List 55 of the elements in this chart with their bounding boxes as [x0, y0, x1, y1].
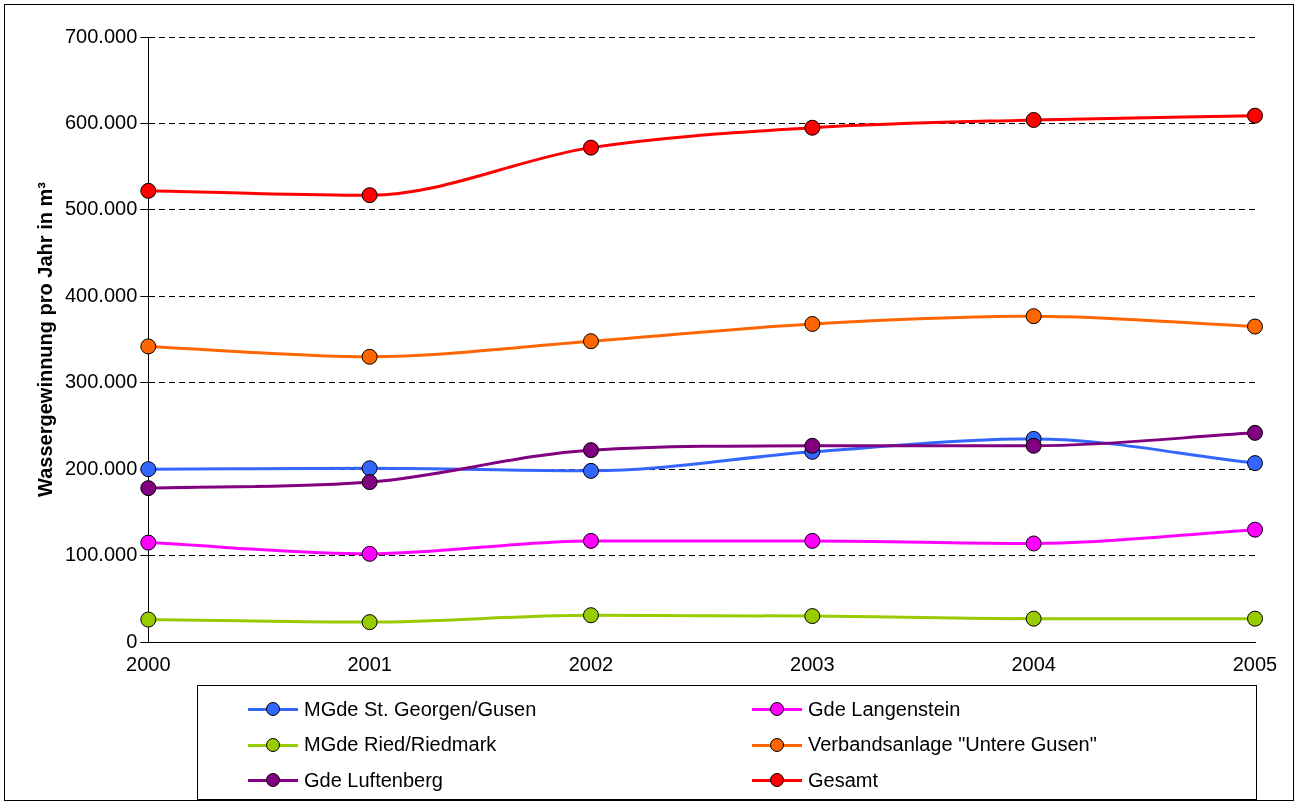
legend-label: Gesamt — [808, 768, 879, 792]
point — [804, 315, 821, 332]
y-tick-label: 600.000 — [65, 110, 138, 133]
x-tick-label: 2000 — [126, 652, 171, 675]
point — [804, 119, 821, 136]
point — [582, 607, 599, 624]
point — [1247, 610, 1263, 627]
y-tick-label: 300.000 — [65, 370, 138, 393]
point — [1247, 107, 1263, 124]
point — [804, 437, 821, 454]
point — [140, 338, 157, 355]
x-tick-label: 2003 — [790, 652, 835, 675]
point — [1247, 424, 1263, 441]
point — [140, 461, 157, 478]
point — [140, 534, 157, 551]
point — [582, 462, 599, 479]
point — [582, 532, 599, 549]
point — [1025, 437, 1042, 454]
y-tick-label: 200.000 — [65, 456, 138, 479]
point — [1247, 455, 1263, 472]
point — [582, 442, 599, 459]
point — [804, 532, 821, 549]
point — [361, 545, 378, 562]
y-tick-label: 500.000 — [65, 197, 138, 220]
x-tick-label: 2002 — [568, 652, 614, 675]
legend-label: Gde Luftenberg — [304, 768, 443, 792]
point — [361, 474, 378, 491]
y-tick-label: 100.000 — [65, 543, 138, 566]
point — [804, 608, 821, 625]
point — [1025, 111, 1042, 128]
point — [361, 614, 378, 631]
legend-label: MGde Ried/Riedmark — [304, 733, 497, 757]
x-tick-label: 2004 — [1011, 652, 1056, 675]
y-tick-label: 0 — [126, 629, 138, 652]
point — [1247, 318, 1263, 335]
point — [361, 187, 378, 204]
x-tick-label: 2005 — [1232, 652, 1278, 675]
point — [140, 611, 157, 628]
y-tick-label: 700.000 — [65, 24, 138, 47]
legend-label: MGde St. Georgen/Gusen — [304, 697, 537, 721]
legend-label: Gde Langenstein — [808, 697, 961, 721]
point — [1025, 308, 1042, 325]
point — [140, 182, 157, 199]
point — [361, 348, 378, 365]
point — [140, 480, 157, 497]
point — [582, 139, 599, 156]
point — [1025, 610, 1042, 627]
y-tick-label: 400.000 — [65, 283, 138, 306]
y-axis-title: Wassergewinnung pro Jahr in m³ — [33, 181, 56, 497]
legend-label: Verbandsanlage "Untere Gusen" — [808, 733, 1097, 757]
x-tick-label: 2001 — [347, 652, 392, 675]
point — [361, 460, 378, 477]
point — [1025, 535, 1042, 552]
point — [1247, 521, 1263, 538]
point — [582, 333, 599, 350]
